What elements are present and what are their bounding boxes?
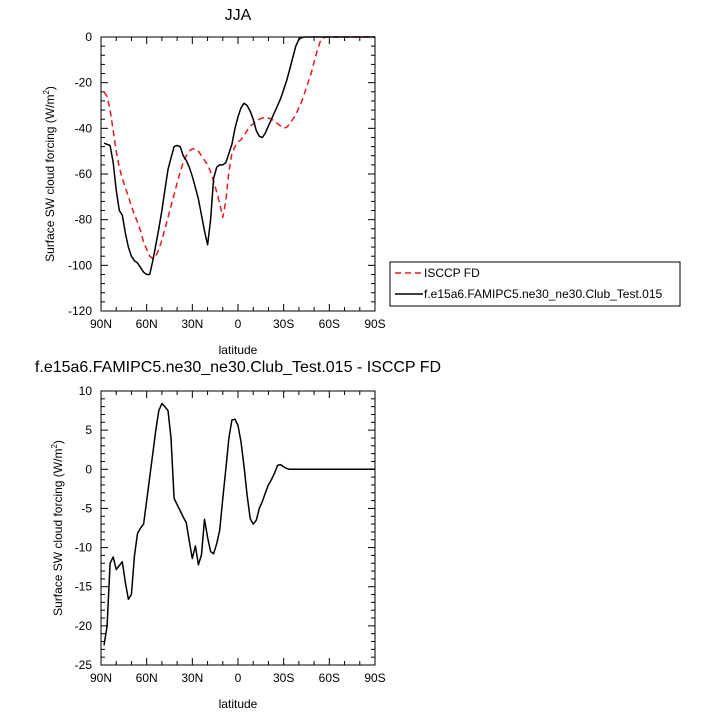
bottom-chart-series xyxy=(103,402,375,646)
legend: ISCCP FD f.e15a6.FAMIPC5.ne30_ne30.Club_… xyxy=(389,261,681,307)
top-chart-ylabel-sup: 2 xyxy=(42,90,51,95)
top-ytick-label: -100 xyxy=(68,258,92,272)
bottom-xtick-label: 30S xyxy=(273,671,294,685)
top-ytick-label: -80 xyxy=(75,213,93,227)
bottom-series-line-0 xyxy=(103,402,375,646)
top-chart-tick-labels: 90N 60N 30N 0 30S 60S 90S -120 -100 -80 -60 -40 -20 0 xyxy=(68,30,386,331)
bottom-chart-xlabel: latitude xyxy=(219,697,258,711)
top-ytick-label: -40 xyxy=(75,121,93,135)
top-chart-ylabel: Surface SW cloud forcing (W/m2) xyxy=(42,86,57,262)
bottom-xtick-label: 90S xyxy=(364,671,385,685)
top-chart: JJA 90N 60N 30N 0 30S 60S 90S -120 -100 -80 -60 -40… xyxy=(42,7,681,357)
bottom-ytick-label: 5 xyxy=(85,423,92,437)
bottom-ytick-label: -5 xyxy=(81,501,92,515)
bottom-xtick-label: 60N xyxy=(136,671,158,685)
bottom-chart-ylabel: Surface SW cloud forcing (W/m2) xyxy=(50,440,65,616)
bottom-ytick-label: -20 xyxy=(75,619,93,633)
bottom-xtick-label: 30N xyxy=(181,671,203,685)
bottom-ytick-label: -25 xyxy=(75,658,93,672)
bottom-chart: f.e15a6.FAMIPC5.ne30_ne30.Club_Test.015 … xyxy=(35,359,441,711)
top-ytick-label: 0 xyxy=(85,30,92,44)
bottom-ytick-label: -10 xyxy=(75,541,93,555)
top-xtick-label: 90S xyxy=(364,317,385,331)
top-xtick-label: 60N xyxy=(136,317,158,331)
top-chart-ylabel-tail: ) xyxy=(43,86,57,90)
bottom-ytick-label: 0 xyxy=(85,462,92,476)
top-chart-plot-frame xyxy=(100,36,376,312)
bottom-chart-tick-labels: 90N 60N 30N 0 30S 60S 90S -25 -20 -15 -10 -5 0 5 10 xyxy=(75,384,386,685)
bottom-chart-ylabel-tail: ) xyxy=(51,440,65,444)
bottom-xtick-label: 60S xyxy=(319,671,340,685)
top-ytick-label: -60 xyxy=(75,167,93,181)
top-chart-series xyxy=(103,36,375,276)
bottom-xtick-label: 0 xyxy=(235,671,242,685)
top-chart-title: JJA xyxy=(225,7,252,24)
bottom-ytick-label: -15 xyxy=(75,580,93,594)
top-xtick-label: 30N xyxy=(181,317,203,331)
top-ytick-label: -20 xyxy=(75,76,93,90)
top-chart-xlabel: latitude xyxy=(219,343,258,357)
top-xtick-label: 0 xyxy=(235,317,242,331)
bottom-chart-plot-frame xyxy=(100,390,376,666)
legend-label-isccp: ISCCP FD xyxy=(424,266,480,280)
top-xtick-label: 90N xyxy=(90,317,112,331)
top-xtick-label: 60S xyxy=(319,317,340,331)
legend-label-model: f.e15a6.FAMIPC5.ne30_ne30.Club_Test.015 xyxy=(424,287,662,301)
bottom-chart-ylabel-sup: 2 xyxy=(50,444,59,449)
top-chart-ylabel-base: Surface SW cloud forcing (W/m xyxy=(43,95,57,262)
bottom-chart-title: f.e15a6.FAMIPC5.ne30_ne30.Club_Test.015 … xyxy=(35,359,441,376)
bottom-chart-ticks xyxy=(100,390,376,666)
top-series-line-1 xyxy=(103,36,375,276)
bottom-ytick-label: 10 xyxy=(79,384,93,398)
bottom-xtick-label: 90N xyxy=(90,671,112,685)
top-series-line-0 xyxy=(103,36,375,260)
top-xtick-label: 30S xyxy=(273,317,294,331)
legend-box xyxy=(389,261,681,307)
bottom-chart-ylabel-base: Surface SW cloud forcing (W/m xyxy=(51,449,65,616)
top-ytick-label: -120 xyxy=(68,304,92,318)
